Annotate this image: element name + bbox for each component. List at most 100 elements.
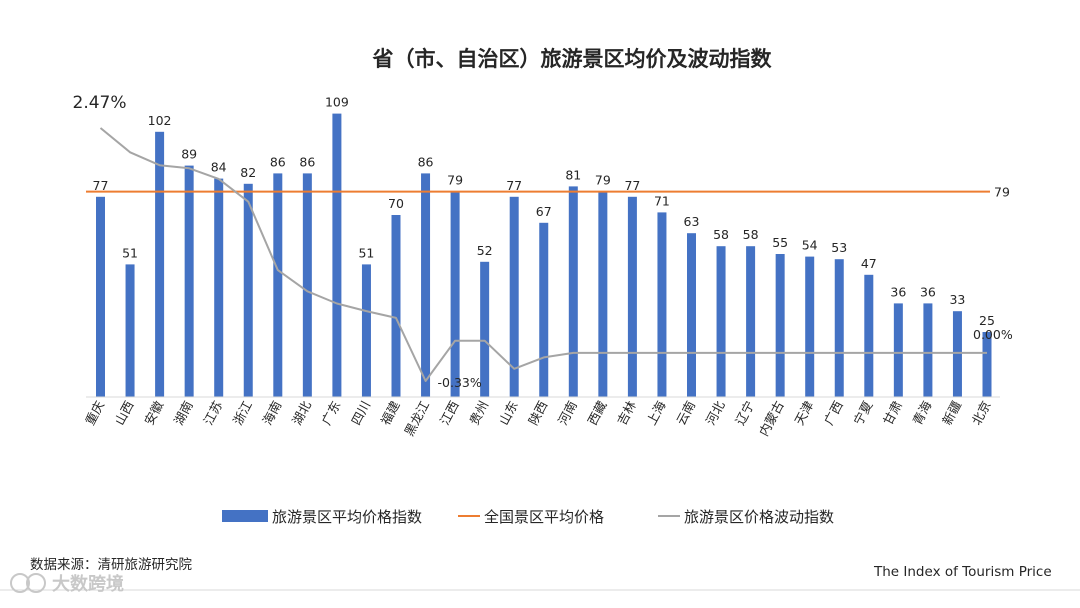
volatility-label-0: 2.47% bbox=[73, 93, 127, 113]
category-label-22: 辽宁 bbox=[732, 398, 757, 427]
bar-23 bbox=[775, 254, 785, 397]
bar-value-label-4: 84 bbox=[211, 160, 227, 175]
bar-value-label-14: 77 bbox=[506, 178, 522, 193]
bar-17 bbox=[598, 191, 608, 397]
bar-19 bbox=[657, 212, 667, 397]
bar-value-label-13: 52 bbox=[477, 243, 493, 258]
bar-value-label-29: 33 bbox=[949, 292, 965, 307]
legend-label-national: 全国景区平均价格 bbox=[484, 508, 604, 526]
bar-22 bbox=[746, 246, 756, 397]
category-label-29: 新疆 bbox=[939, 398, 964, 427]
bar-28 bbox=[923, 303, 933, 397]
bar-value-label-24: 54 bbox=[802, 238, 818, 253]
category-label-26: 宁夏 bbox=[850, 398, 875, 428]
watermark-logo bbox=[10, 573, 46, 593]
bar-20 bbox=[687, 233, 696, 397]
bar-value-label-16: 81 bbox=[565, 167, 581, 182]
category-label-15: 陕西 bbox=[525, 398, 550, 427]
category-label-27: 甘肃 bbox=[880, 398, 905, 427]
bar-value-label-28: 36 bbox=[920, 284, 936, 299]
category-label-12: 江西 bbox=[437, 398, 462, 427]
category-label-25: 广西 bbox=[821, 398, 846, 427]
bar-7 bbox=[302, 173, 312, 397]
volatility-line bbox=[99, 127, 987, 382]
bar-25 bbox=[834, 259, 844, 397]
category-label-16: 河南 bbox=[555, 398, 580, 427]
bar-value-label-12: 79 bbox=[447, 173, 463, 188]
bar-29 bbox=[952, 311, 962, 397]
bar-value-label-15: 67 bbox=[536, 204, 552, 219]
legend-label-bar: 旅游景区平均价格指数 bbox=[272, 508, 422, 526]
bar-value-label-10: 70 bbox=[388, 196, 404, 211]
category-label-8: 广东 bbox=[319, 398, 344, 427]
bar-value-label-0: 77 bbox=[93, 178, 109, 193]
bar-4 bbox=[214, 178, 224, 397]
bar-value-label-26: 47 bbox=[861, 256, 877, 271]
category-label-21: 河北 bbox=[703, 398, 728, 428]
bar-value-label-19: 71 bbox=[654, 193, 670, 208]
bar-16 bbox=[568, 186, 578, 397]
category-label-20: 云南 bbox=[673, 398, 698, 427]
bar-value-label-21: 58 bbox=[713, 227, 729, 242]
category-label-30: 北京 bbox=[969, 398, 994, 427]
bar-11 bbox=[421, 173, 431, 397]
bar-value-label-2: 102 bbox=[148, 113, 172, 128]
volatility-label-30: 0.00% bbox=[973, 327, 1013, 342]
category-label-10: 福建 bbox=[378, 398, 403, 428]
category-label-4: 江苏 bbox=[200, 398, 225, 427]
bar-value-label-22: 58 bbox=[743, 227, 759, 242]
bar-13 bbox=[480, 261, 490, 397]
bar-value-label-11: 86 bbox=[418, 154, 434, 169]
bar-26 bbox=[864, 274, 874, 397]
bar-14 bbox=[509, 196, 519, 397]
category-label-9: 四川 bbox=[348, 398, 373, 427]
category-label-28: 青海 bbox=[910, 398, 935, 428]
english-title: The Index of Tourism Price bbox=[873, 564, 1052, 580]
legend-swatch-bar bbox=[222, 510, 268, 522]
national-average-label: 79 bbox=[994, 185, 1010, 200]
bar-value-label-20: 63 bbox=[684, 214, 700, 229]
category-label-24: 天津 bbox=[791, 398, 816, 427]
bar-10 bbox=[391, 215, 401, 397]
bar-value-label-23: 55 bbox=[772, 235, 788, 250]
bar-value-label-30: 25 bbox=[979, 313, 995, 328]
bar-9 bbox=[361, 264, 371, 397]
bar-8 bbox=[332, 113, 342, 397]
category-label-18: 吉林 bbox=[614, 398, 639, 428]
plot-area: 77 51 102 89 84 82 86 86 109 51 70 86 79 52 77 67 81 79 77… bbox=[73, 93, 1013, 439]
category-label-13: 贵州 bbox=[466, 398, 491, 427]
category-label-11: 黑龙江 bbox=[401, 398, 432, 438]
bar-value-label-7: 86 bbox=[299, 154, 315, 169]
bar-24 bbox=[805, 256, 815, 397]
bar-3 bbox=[184, 165, 194, 397]
bar-value-label-9: 51 bbox=[358, 245, 374, 260]
category-label-7: 湖北 bbox=[289, 398, 314, 428]
category-label-2: 安徽 bbox=[141, 398, 166, 428]
category-label-0: 重庆 bbox=[82, 398, 107, 428]
bar-6 bbox=[273, 173, 283, 397]
legend-label-volatility: 旅游景区价格波动指数 bbox=[684, 508, 834, 526]
bar-27 bbox=[893, 303, 903, 397]
bar-0 bbox=[96, 196, 105, 397]
bar-value-label-6: 86 bbox=[270, 154, 286, 169]
bar-value-label-8: 109 bbox=[325, 95, 349, 110]
watermark-text: 大数跨境 bbox=[52, 573, 124, 595]
bar-value-label-3: 89 bbox=[181, 147, 197, 162]
bar-2 bbox=[155, 131, 165, 398]
category-label-6: 海南 bbox=[259, 398, 284, 427]
legend: 旅游景区平均价格指数 全国景区平均价格 旅游景区价格波动指数 bbox=[222, 508, 834, 526]
bar-21 bbox=[716, 246, 726, 397]
category-label-17: 西藏 bbox=[585, 398, 610, 428]
bar-5 bbox=[243, 183, 253, 397]
category-label-19: 上海 bbox=[644, 398, 669, 428]
category-label-5: 浙江 bbox=[230, 398, 255, 427]
bar-30 bbox=[982, 332, 992, 397]
bar-12 bbox=[450, 191, 460, 397]
volatility-label-11: -0.33% bbox=[438, 375, 482, 390]
bar-value-label-18: 77 bbox=[624, 178, 640, 193]
bar-value-label-27: 36 bbox=[890, 284, 906, 299]
bar-value-label-5: 82 bbox=[240, 165, 256, 180]
bar-value-label-25: 53 bbox=[831, 240, 847, 255]
bar-1 bbox=[125, 264, 135, 397]
